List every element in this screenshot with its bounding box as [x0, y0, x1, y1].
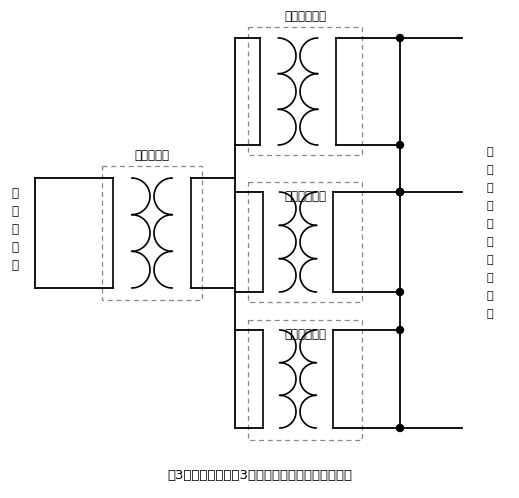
Circle shape — [397, 189, 403, 196]
Text: 損: 損 — [487, 201, 494, 211]
Text: 相: 相 — [487, 291, 494, 301]
Circle shape — [397, 288, 403, 295]
Bar — [248, 182, 362, 302]
Text: 供: 供 — [11, 241, 19, 253]
Text: 無: 無 — [487, 147, 494, 157]
Bar — [102, 166, 202, 300]
Bar — [248, 27, 362, 155]
Text: 三: 三 — [487, 273, 494, 283]
Text: （: （ — [487, 255, 494, 265]
Text: 荷: 荷 — [487, 183, 494, 193]
Text: 補助変圧器: 補助変圧器 — [134, 149, 170, 162]
Circle shape — [397, 327, 403, 334]
Text: 給: 給 — [487, 237, 494, 247]
Text: 被試験変圧器: 被試験変圧器 — [284, 10, 326, 23]
Text: 被試験変圧器: 被試験変圧器 — [284, 190, 326, 203]
Text: 損: 損 — [11, 223, 19, 236]
Circle shape — [397, 189, 403, 196]
Bar — [248, 320, 362, 440]
Text: 被試験変圧器: 被試験変圧器 — [284, 328, 326, 341]
Text: 荷: 荷 — [11, 205, 19, 218]
Text: 負: 負 — [11, 186, 19, 200]
Text: 給: 給 — [11, 258, 19, 271]
Circle shape — [397, 424, 403, 431]
Text: 負: 負 — [487, 165, 494, 175]
Text: 第3図　単相変圧器3台による別の返還負荷法試験: 第3図 単相変圧器3台による別の返還負荷法試験 — [168, 469, 352, 482]
Circle shape — [397, 34, 403, 41]
Text: ）: ） — [487, 309, 494, 319]
Circle shape — [397, 141, 403, 148]
Text: 供: 供 — [487, 219, 494, 229]
